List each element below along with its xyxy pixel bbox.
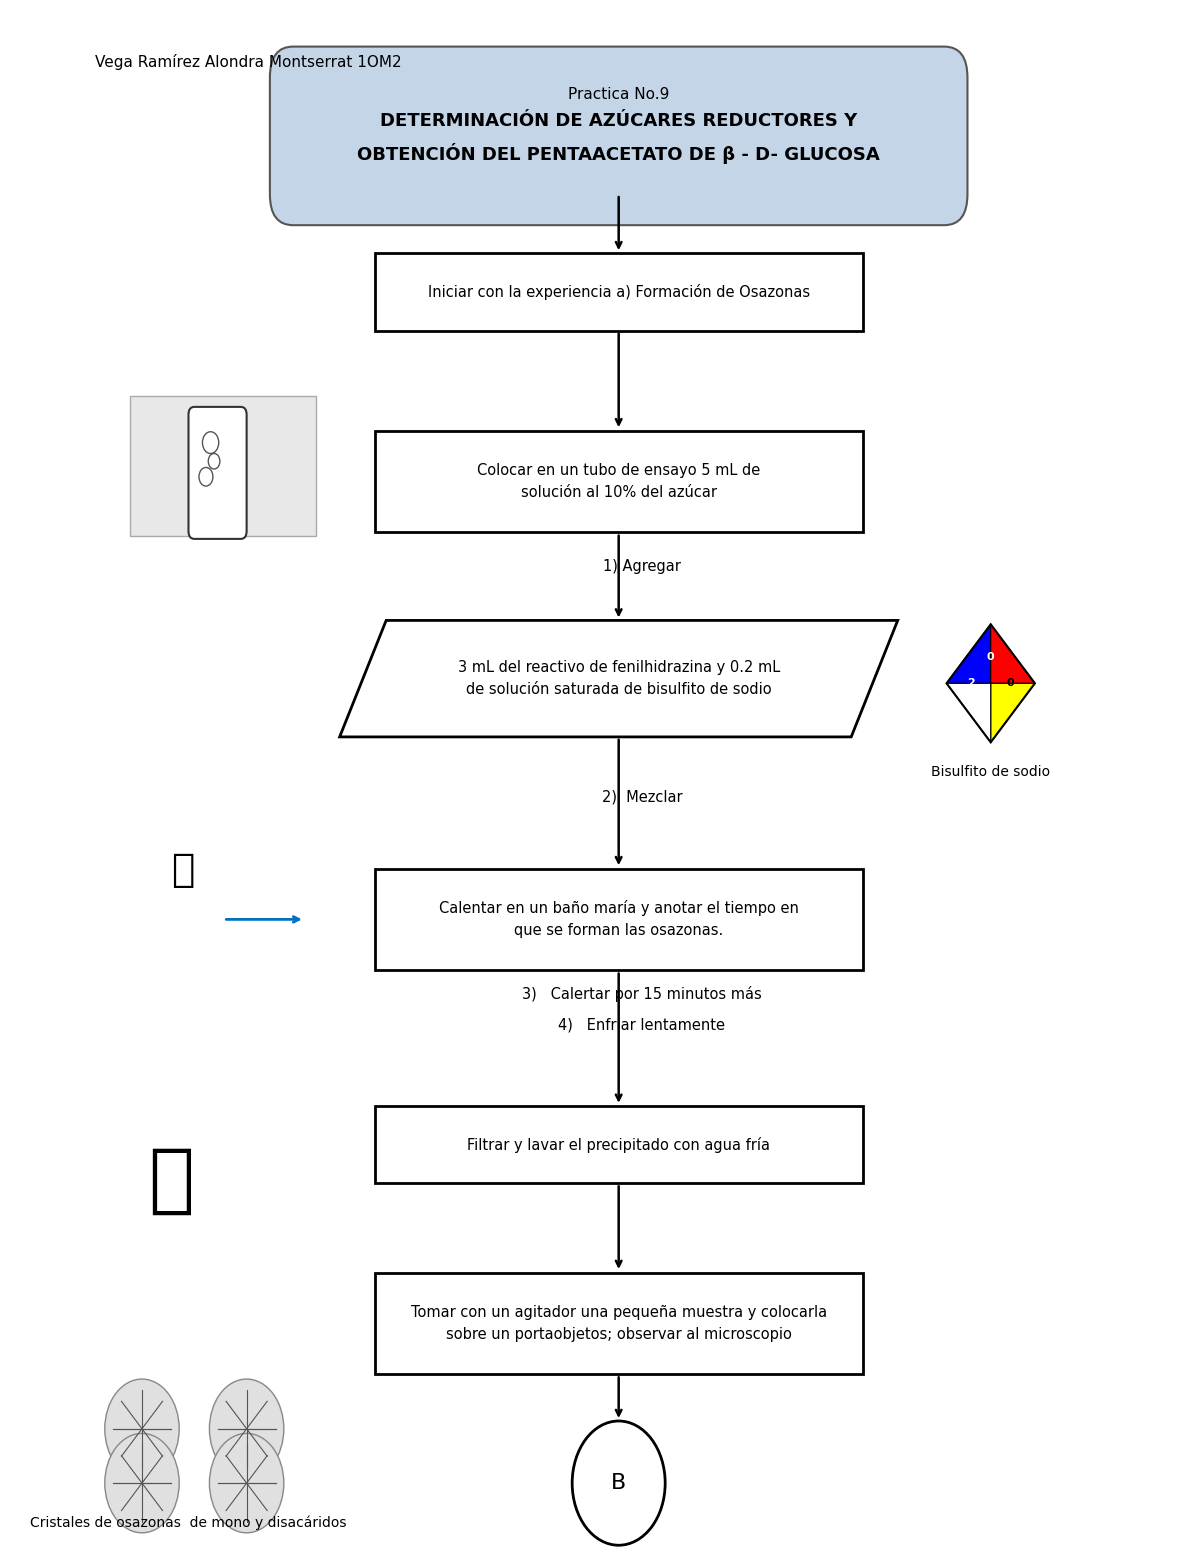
Polygon shape <box>340 621 898 738</box>
Text: B: B <box>611 1474 626 1492</box>
Text: OBTENCIÓN DEL PENTAACETATO DE β - D- GLUCOSA: OBTENCIÓN DEL PENTAACETATO DE β - D- GLU… <box>358 143 880 165</box>
Text: 🔥: 🔥 <box>170 851 194 888</box>
FancyBboxPatch shape <box>374 432 863 531</box>
Text: Practica No.9: Practica No.9 <box>568 87 670 102</box>
Text: Colocar en un tubo de ensayo 5 mL de
solución al 10% del azúcar: Colocar en un tubo de ensayo 5 mL de sol… <box>478 463 761 500</box>
Text: 2: 2 <box>967 679 974 688</box>
Text: 0: 0 <box>986 652 995 662</box>
Circle shape <box>210 1433 284 1533</box>
Circle shape <box>572 1421 665 1545</box>
Polygon shape <box>947 683 991 742</box>
Text: Tomar con un agitador una pequeña muestra y colocarla
sobre un portaobjetos; obs: Tomar con un agitador una pequeña muestr… <box>410 1305 827 1342</box>
Text: DETERMINACIÓN DE AZÚCARES REDUCTORES Y: DETERMINACIÓN DE AZÚCARES REDUCTORES Y <box>380 112 857 130</box>
FancyBboxPatch shape <box>374 1106 863 1183</box>
Circle shape <box>104 1379 179 1478</box>
Text: Filtrar y lavar el precipitado con agua fría: Filtrar y lavar el precipitado con agua … <box>467 1137 770 1152</box>
Text: Calentar en un baño maría y anotar el tiempo en
que se forman las osazonas.: Calentar en un baño maría y anotar el ti… <box>439 901 799 938</box>
FancyBboxPatch shape <box>374 1273 863 1374</box>
Text: 🔬: 🔬 <box>148 1143 194 1218</box>
FancyBboxPatch shape <box>374 870 863 969</box>
Text: Vega Ramírez Alondra Montserrat 1OM2: Vega Ramírez Alondra Montserrat 1OM2 <box>96 54 402 70</box>
Text: 1) Agregar: 1) Agregar <box>602 559 680 575</box>
FancyBboxPatch shape <box>131 396 317 536</box>
Text: 2)  Mezclar: 2) Mezclar <box>601 789 683 804</box>
FancyBboxPatch shape <box>270 47 967 225</box>
Polygon shape <box>947 624 991 683</box>
FancyBboxPatch shape <box>374 253 863 331</box>
Text: 3 mL del reactivo de fenilhidrazina y 0.2 mL
de solución saturada de bisulfito d: 3 mL del reactivo de fenilhidrazina y 0.… <box>457 660 780 697</box>
Circle shape <box>210 1379 284 1478</box>
Polygon shape <box>991 624 1034 683</box>
Text: Iniciar con la experiencia a) Formación de Osazonas: Iniciar con la experiencia a) Formación … <box>427 284 810 300</box>
Polygon shape <box>991 683 1034 742</box>
Text: 0: 0 <box>1007 679 1014 688</box>
Text: Cristales de osazonas  de mono y disacáridos: Cristales de osazonas de mono y disacári… <box>30 1516 347 1530</box>
Text: 4)   Enfriar lentamente: 4) Enfriar lentamente <box>558 1017 726 1033</box>
Circle shape <box>104 1433 179 1533</box>
Text: 3)   Calertar por 15 minutos más: 3) Calertar por 15 minutos más <box>522 986 762 1002</box>
FancyBboxPatch shape <box>188 407 247 539</box>
Text: Bisulfito de sodio: Bisulfito de sodio <box>931 764 1050 780</box>
